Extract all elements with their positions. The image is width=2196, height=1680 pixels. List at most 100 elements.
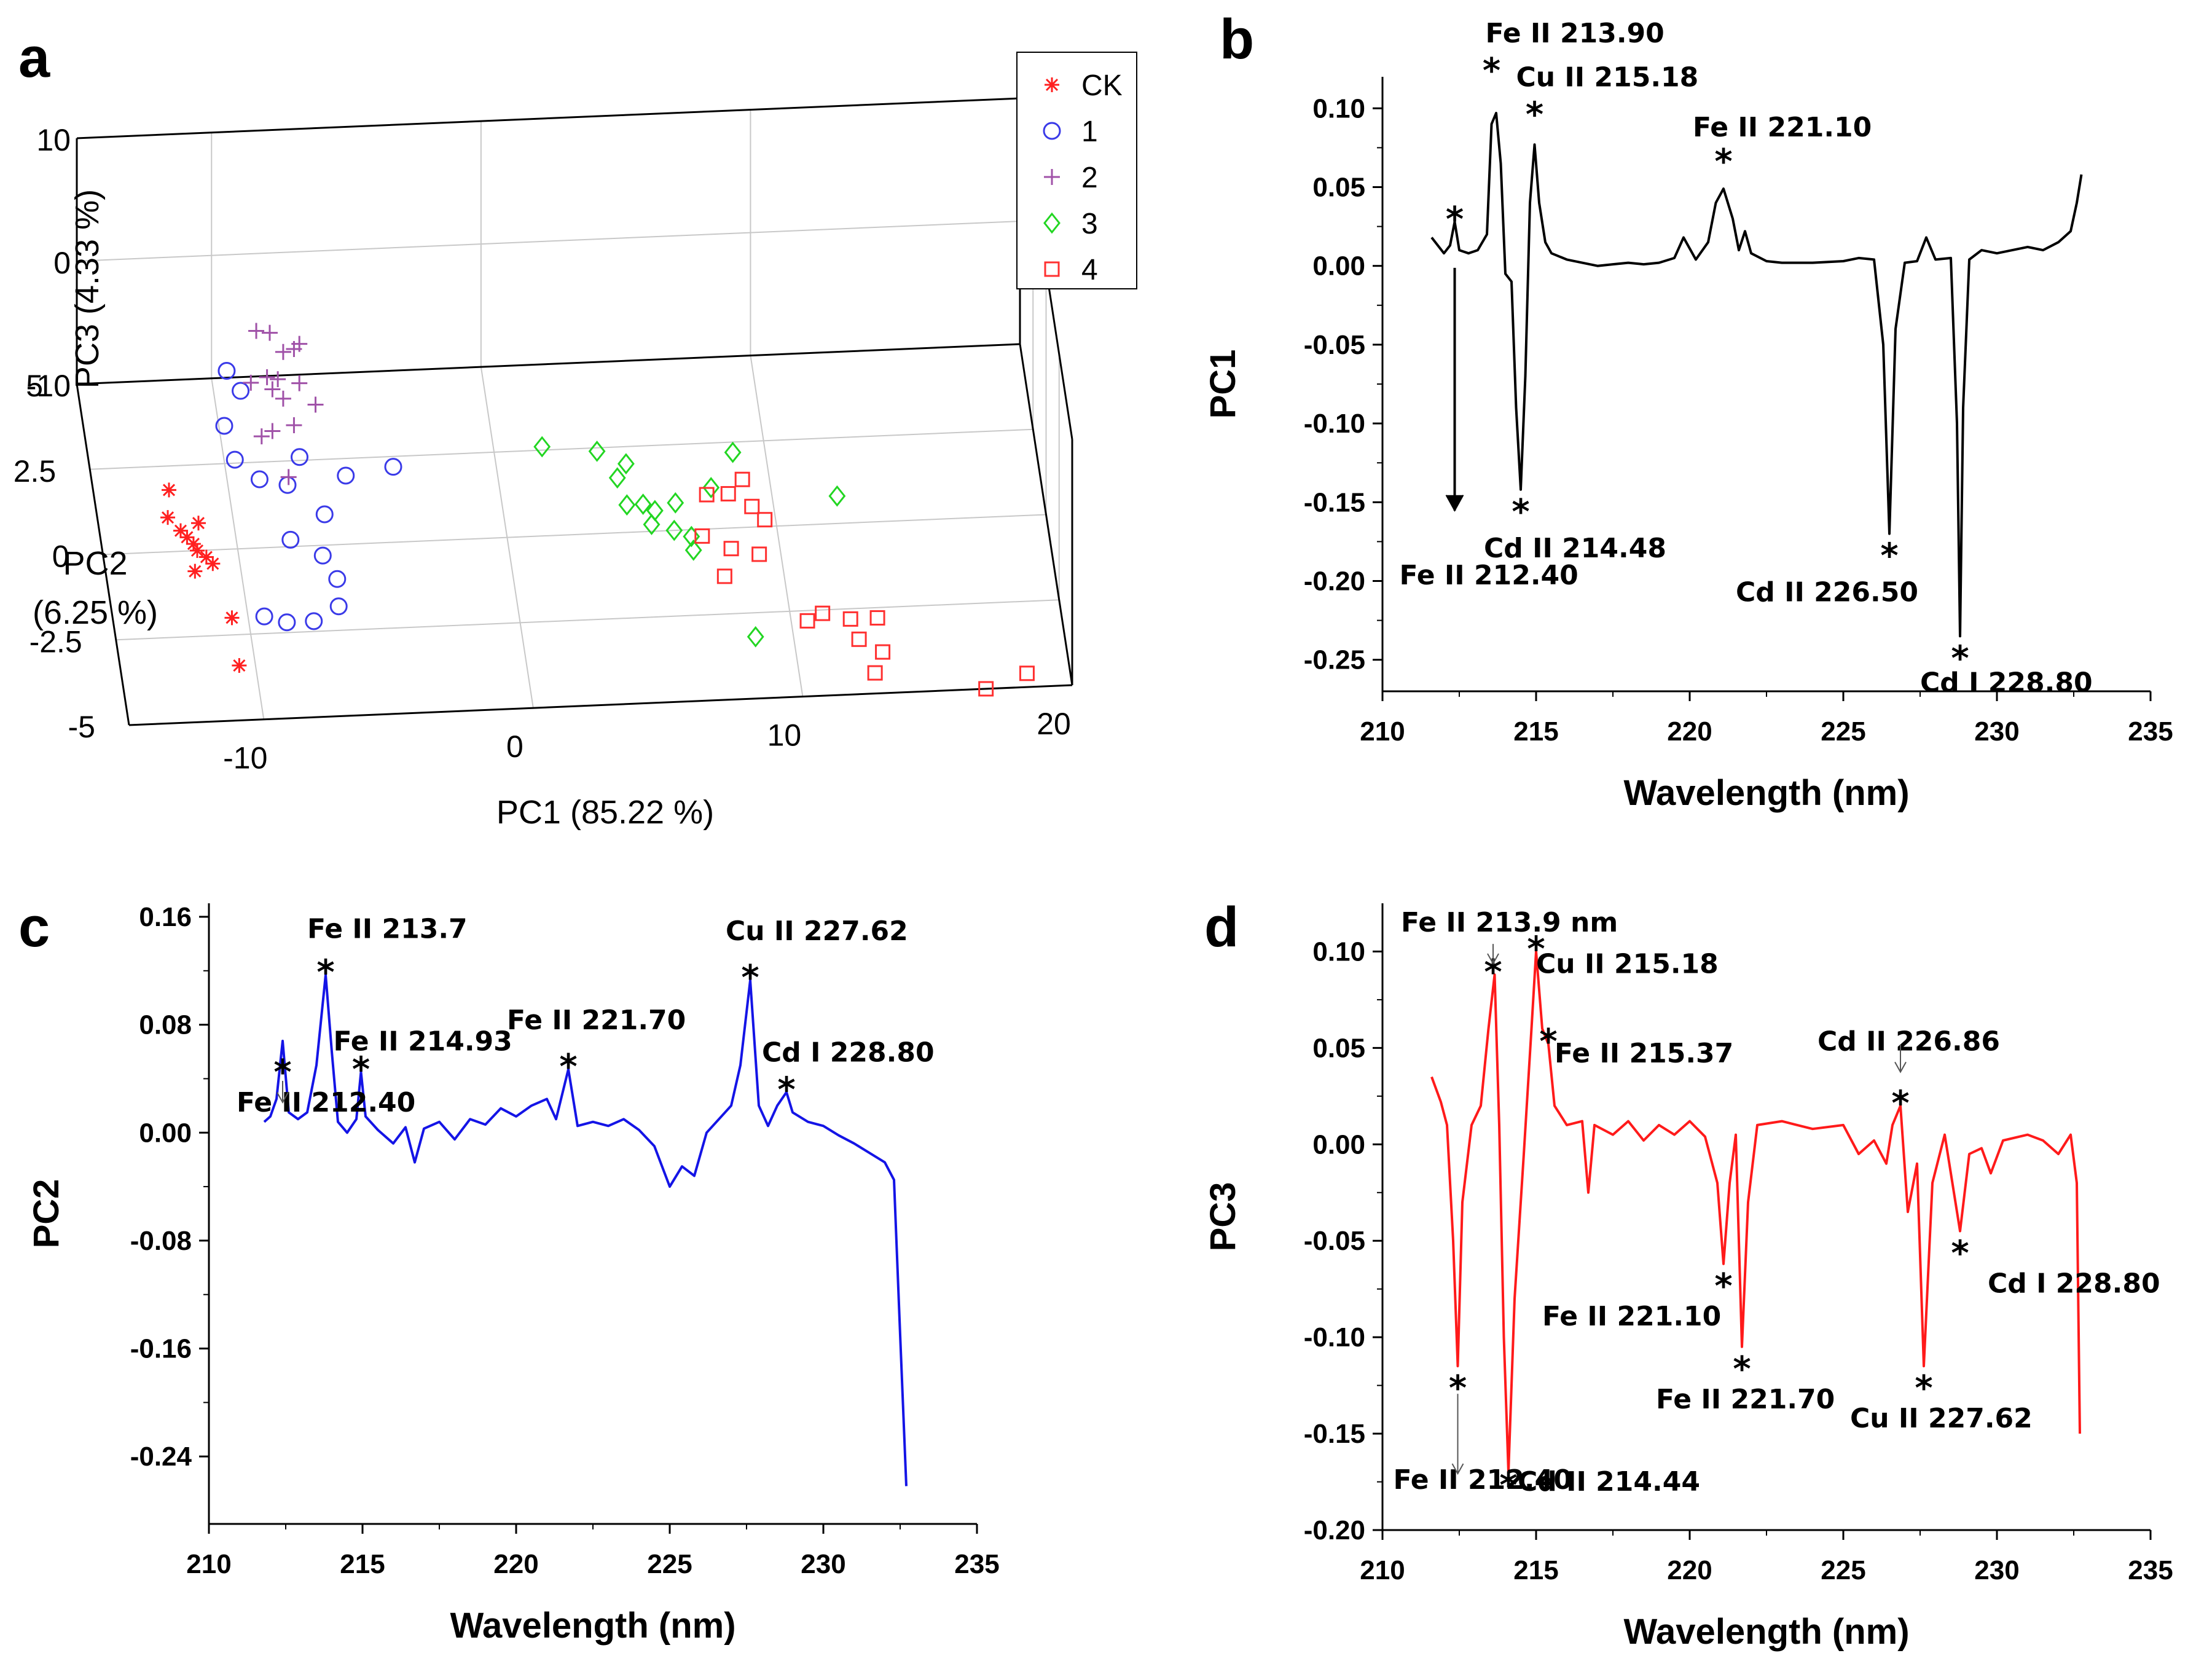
- data-point: [261, 324, 278, 341]
- data-point: [280, 469, 297, 485]
- data-point: [259, 369, 275, 385]
- panel-label-a: a: [18, 26, 50, 89]
- peak-annotation-label: Fe II 212.40: [1394, 1464, 1572, 1496]
- peak-marker-star: *: [1951, 1234, 1969, 1274]
- peak-annotation-label: Fe II 221.10: [1542, 1301, 1721, 1332]
- z-tick-label: 10: [36, 123, 71, 157]
- arrow-head: [1487, 953, 1499, 965]
- legend-entry-label: 3: [1081, 208, 1098, 240]
- y-axis-label: PC2: [26, 1179, 66, 1249]
- y-tick-label: -0.25: [1304, 645, 1365, 675]
- box-edge: [76, 343, 1021, 385]
- peak-annotation-label: Cd II 226.50: [1736, 577, 1918, 608]
- x-tick-label: 235: [2128, 1555, 2173, 1585]
- floor-grid-line: [90, 428, 1033, 470]
- peak-marker-star: *: [1527, 929, 1545, 969]
- peak-annotation-label: Fe II 213.7: [307, 913, 468, 944]
- x-tick-label: 210: [1360, 1555, 1405, 1585]
- data-point: [187, 563, 203, 579]
- data-point: [744, 498, 760, 514]
- x-tick-label: 210: [186, 1549, 231, 1579]
- data-point: [253, 428, 270, 445]
- data-point: [218, 362, 236, 380]
- spectrum-line: [1430, 950, 2081, 1474]
- data-point: [751, 546, 767, 562]
- arrow-head: [1445, 495, 1464, 512]
- x-tick-label: 230: [1974, 716, 2019, 747]
- data-point: [699, 487, 715, 503]
- peak-marker-star: *: [1733, 1349, 1751, 1389]
- data-point: [337, 466, 355, 485]
- x-tick-label: 230: [801, 1549, 845, 1579]
- x-tick-label: 225: [1821, 1555, 1865, 1585]
- data-point: [250, 470, 269, 489]
- peak-annotation-label: Fe II 214.93: [334, 1026, 512, 1057]
- peak-annotation-label: Fe II 212.40: [237, 1087, 415, 1118]
- data-point: [724, 441, 742, 463]
- y-tick-label: 0.10: [1312, 93, 1365, 124]
- data-point: [255, 607, 273, 626]
- pc3-loading-plot: -0.20 -0.15 -0.10 -0.05 0.00 0.05 0.10 210 215 22…: [1203, 903, 2173, 1652]
- x-tick-label: -10: [223, 741, 267, 775]
- y-tick-label: 0.00: [1312, 1129, 1365, 1160]
- peak-marker-star: *: [1512, 492, 1529, 532]
- spectrum-line: [1430, 112, 2083, 638]
- panel-label-d: d: [1204, 896, 1239, 959]
- y-tick-label: 0.16: [139, 902, 192, 932]
- data-point: [248, 323, 265, 339]
- peak-marker-star: *: [1526, 95, 1543, 135]
- x-axis-label: PC1 (85.22 %): [496, 794, 714, 831]
- data-point: [747, 626, 764, 648]
- y-tick-label: -0.20: [1304, 567, 1365, 597]
- arrow-head: [1451, 1463, 1464, 1475]
- data-point: [179, 530, 195, 545]
- y-axis-label: PC2: [63, 545, 127, 582]
- data-point: [286, 417, 302, 433]
- data-point: [869, 610, 885, 626]
- x-tick-label: 235: [2128, 716, 2173, 747]
- data-point: [264, 381, 281, 398]
- data-point: [278, 613, 296, 632]
- data-point: [215, 417, 233, 435]
- peak-marker-star: *: [741, 958, 759, 998]
- data-point: [799, 613, 815, 629]
- floor-grid-line: [750, 355, 804, 697]
- peak-annotation-label: Fe II 221.70: [507, 1005, 686, 1036]
- pc2-loading-plot: -0.24 -0.16 -0.08 0.00 0.08 0.16 210 215 220 225 2…: [26, 902, 1000, 1646]
- y-tick-label: -0.15: [1304, 487, 1365, 517]
- back-wall-grid-line: [76, 221, 1021, 262]
- data-point: [190, 543, 205, 558]
- peak-annotation-label: Cu II 215.18: [1516, 61, 1699, 93]
- x-tick-label: 215: [340, 1549, 385, 1579]
- panel-label-b: b: [1220, 8, 1254, 71]
- x-tick-label: 220: [1667, 716, 1712, 747]
- data-point: [1044, 169, 1060, 185]
- y-tick-label: 0.08: [139, 1010, 192, 1040]
- x-tick-label: 225: [647, 1549, 692, 1579]
- data-point: [307, 396, 324, 413]
- legend-entry-label: CK: [1081, 69, 1123, 102]
- data-point: [1043, 122, 1061, 140]
- data-point: [281, 530, 300, 549]
- data-point: [270, 371, 286, 388]
- y-tick-label: -0.10: [1304, 1322, 1365, 1352]
- data-point: [305, 612, 323, 630]
- peak-annotation-label: Fe II 213.9 nm: [1401, 907, 1618, 938]
- x-axis-label: Wavelength (nm): [450, 1606, 735, 1646]
- x-tick-label: 225: [1821, 716, 1865, 747]
- data-point: [278, 476, 297, 494]
- data-point: [734, 471, 750, 487]
- spectrum-line: [263, 973, 908, 1486]
- data-point: [243, 374, 259, 391]
- data-point: [828, 485, 846, 507]
- data-point: [1043, 212, 1061, 234]
- peak-annotation-label: Fe II 221.10: [1693, 112, 1872, 143]
- x-tick-label: 0: [506, 729, 524, 764]
- data-point: [190, 516, 206, 531]
- floor-grid-line: [211, 378, 265, 720]
- data-point: [198, 549, 214, 565]
- y-axis-label: (6.25 %): [33, 594, 158, 631]
- peak-annotation-label: Fe II 221.70: [1656, 1384, 1835, 1415]
